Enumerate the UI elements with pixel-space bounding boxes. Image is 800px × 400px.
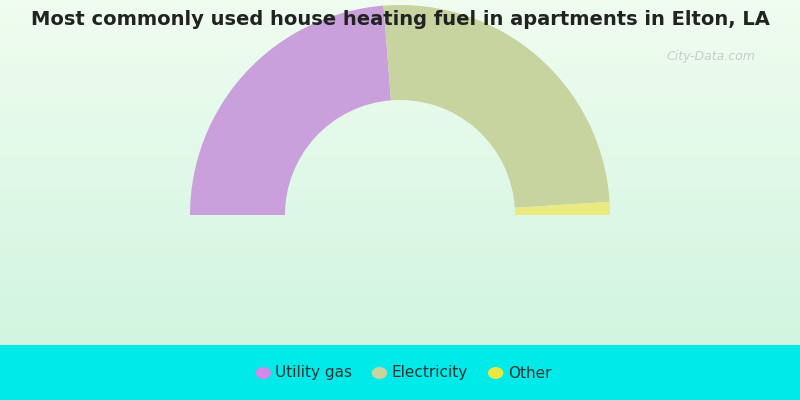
Ellipse shape: [256, 368, 270, 378]
Wedge shape: [514, 202, 610, 215]
Text: City-Data.com: City-Data.com: [666, 50, 755, 63]
Text: Utility gas: Utility gas: [275, 366, 352, 380]
Wedge shape: [383, 5, 610, 208]
Ellipse shape: [489, 368, 502, 378]
Text: Other: Other: [508, 366, 551, 380]
Ellipse shape: [373, 368, 386, 378]
Text: Electricity: Electricity: [391, 366, 468, 380]
Wedge shape: [190, 6, 391, 215]
Text: Most commonly used house heating fuel in apartments in Elton, LA: Most commonly used house heating fuel in…: [30, 10, 770, 29]
